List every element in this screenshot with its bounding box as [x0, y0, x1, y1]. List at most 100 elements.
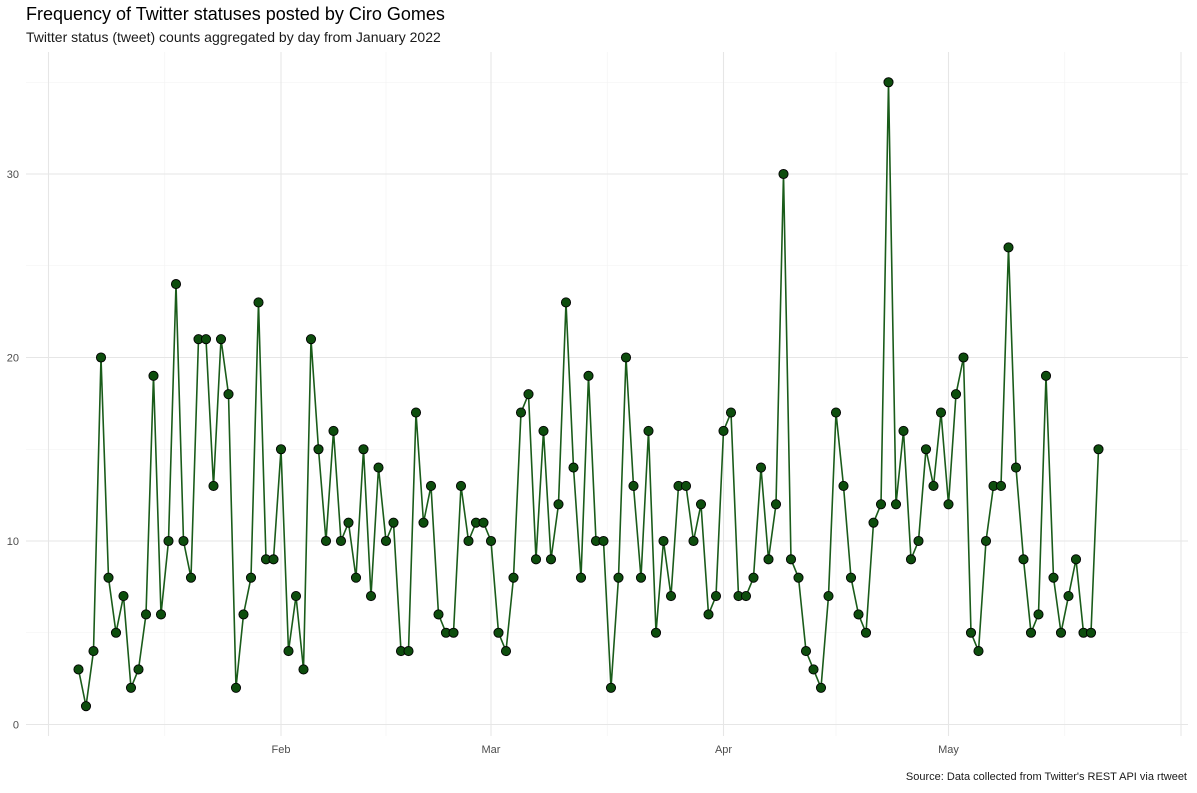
data-point — [245, 572, 257, 583]
data-point — [275, 444, 287, 455]
data-point — [763, 554, 774, 565]
data-point — [635, 572, 647, 583]
data-point — [808, 664, 819, 675]
data-point — [605, 682, 617, 693]
data-point — [920, 444, 932, 455]
data-point — [905, 554, 917, 565]
data-point — [913, 535, 924, 547]
data-point — [388, 517, 399, 528]
data-point — [268, 554, 279, 565]
data-point — [695, 499, 707, 510]
data-point — [1093, 444, 1104, 455]
data-point — [935, 407, 947, 418]
data-point — [1048, 572, 1059, 583]
data-point — [958, 352, 969, 363]
data-point — [980, 535, 992, 547]
x-tick-label: May — [938, 744, 959, 756]
data-point — [373, 462, 384, 473]
data-point — [950, 389, 962, 400]
chart-subtitle: Twitter status (tweet) counts aggregated… — [26, 29, 441, 45]
data-point — [523, 389, 534, 400]
data-point — [88, 646, 99, 657]
data-point — [305, 334, 317, 345]
data-point — [778, 168, 789, 180]
data-point — [823, 591, 834, 602]
data-point — [140, 609, 152, 620]
data-point — [830, 407, 842, 418]
data-point — [748, 572, 759, 583]
data-point — [1040, 370, 1052, 381]
data-point — [148, 370, 159, 381]
data-point — [718, 425, 729, 436]
y-tick-label: 20 — [7, 353, 19, 365]
data-point — [973, 646, 984, 657]
data-point — [853, 609, 864, 620]
data-point — [598, 535, 609, 547]
data-point — [155, 609, 167, 620]
data-point — [493, 627, 504, 638]
data-point — [343, 517, 354, 528]
data-point — [350, 572, 362, 583]
data-point — [403, 646, 414, 657]
data-point — [575, 572, 587, 583]
data-point — [928, 480, 939, 492]
data-point — [883, 77, 894, 88]
data-point — [800, 646, 812, 657]
x-tick-label: Feb — [272, 744, 291, 756]
data-point — [163, 535, 174, 547]
data-point — [553, 499, 564, 510]
data-point — [845, 572, 857, 583]
data-point — [433, 609, 444, 620]
x-axis: Feb Mar Apr May — [272, 744, 960, 756]
data-point — [703, 609, 714, 620]
data-point — [680, 480, 692, 492]
chart-title: Frequency of Twitter statuses posted by … — [26, 4, 445, 24]
data-point — [740, 591, 752, 602]
chart-caption: Source: Data collected from Twitter's RE… — [905, 771, 1187, 783]
data-point — [965, 627, 977, 638]
data-point — [643, 425, 654, 436]
data-point — [230, 682, 242, 693]
data-point — [568, 462, 579, 473]
data-point — [838, 480, 849, 492]
y-tick-label: 10 — [7, 536, 19, 548]
data-point — [545, 554, 557, 565]
data-point — [755, 462, 767, 473]
data-point — [455, 480, 467, 492]
data-point — [650, 627, 662, 638]
data-point — [110, 627, 122, 638]
data-point — [785, 554, 797, 565]
data-point — [418, 517, 429, 528]
data-point — [238, 609, 249, 620]
x-tick-label: Mar — [482, 744, 501, 756]
data-point — [478, 517, 489, 528]
data-point — [410, 407, 422, 418]
data-point — [1018, 554, 1029, 565]
data-point — [365, 591, 377, 602]
data-point — [125, 682, 137, 693]
data-point — [118, 591, 129, 602]
data-point — [1033, 609, 1044, 620]
data-point — [628, 480, 639, 492]
data-point — [890, 499, 902, 510]
data-point — [178, 535, 189, 547]
data-point — [770, 499, 782, 510]
data-point — [725, 407, 737, 418]
x-tick-label: Apr — [715, 744, 732, 756]
data-point — [358, 444, 369, 455]
data-point — [290, 591, 302, 602]
data-point — [448, 627, 459, 638]
data-point — [208, 480, 219, 492]
data-point — [328, 425, 339, 436]
data-point — [898, 425, 909, 436]
data-point — [133, 664, 144, 675]
data-point — [215, 334, 227, 345]
data-point — [485, 535, 497, 547]
data-point — [298, 664, 309, 675]
data-point — [583, 370, 594, 381]
data-point — [613, 572, 624, 583]
data-point — [815, 682, 827, 693]
data-point — [1063, 591, 1074, 602]
data-point — [425, 480, 437, 492]
